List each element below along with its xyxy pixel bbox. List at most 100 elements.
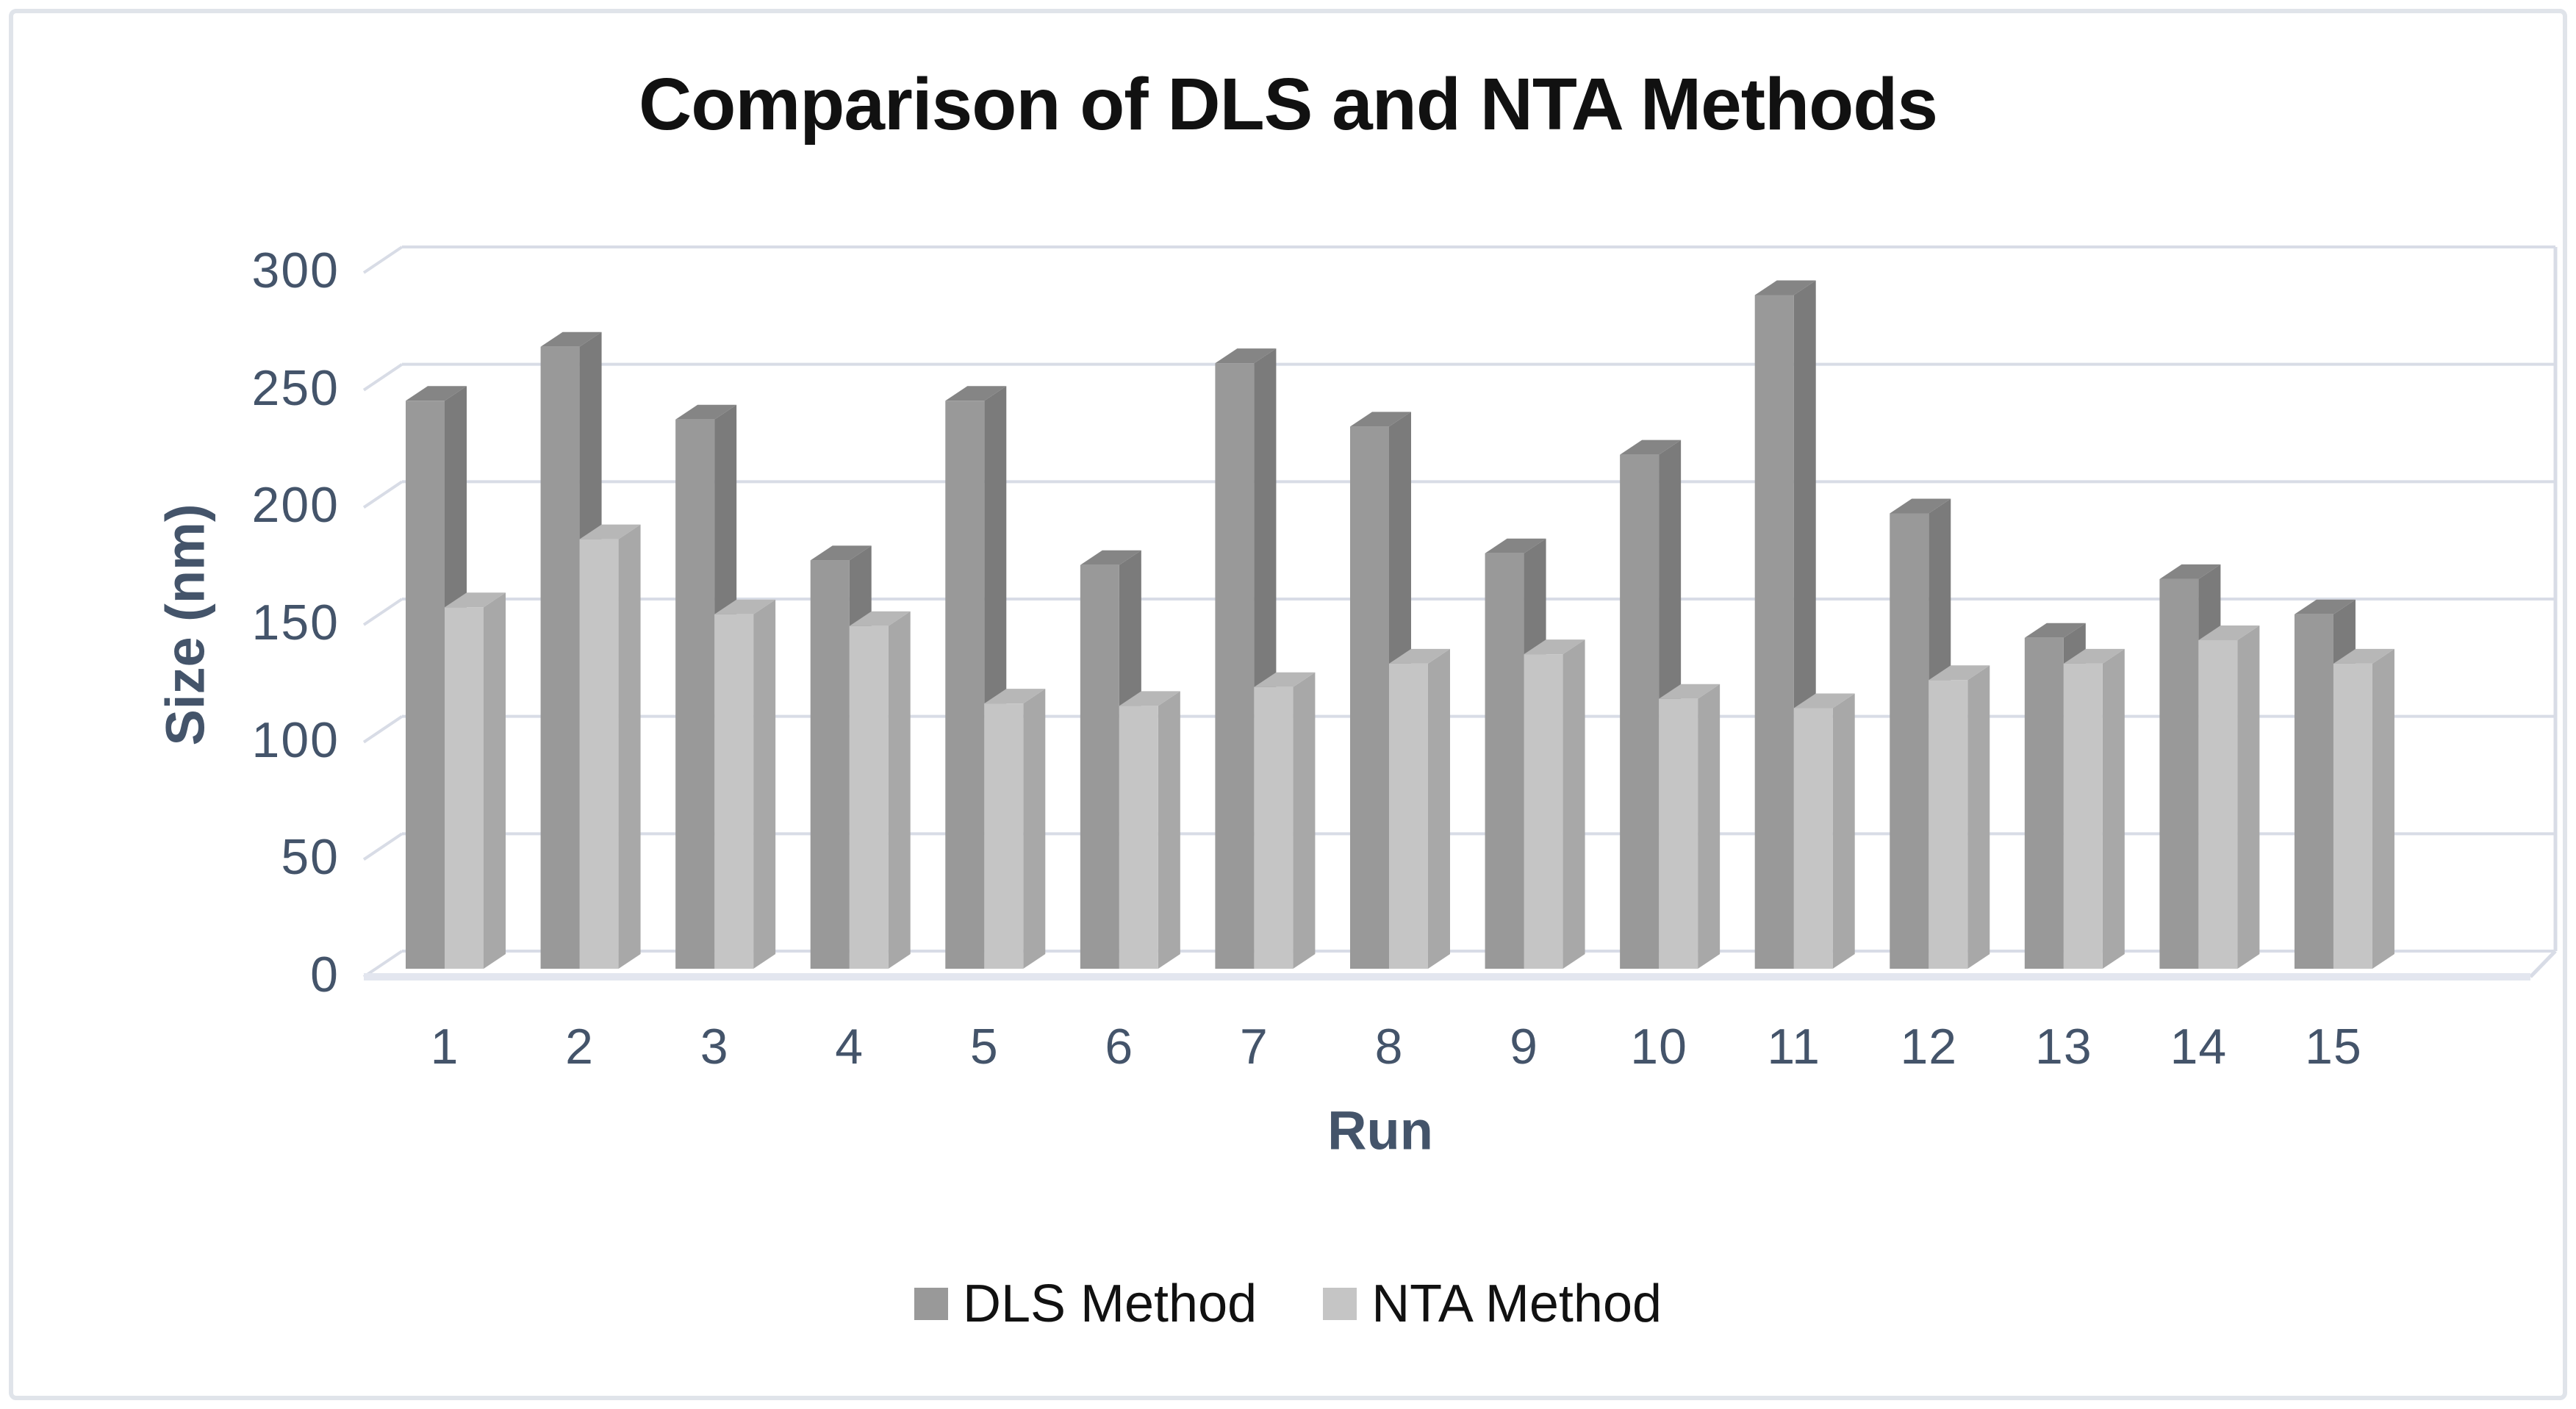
bar-front-face [1754,295,1794,969]
x-tick-label-9: 9 [1510,1019,1538,1075]
y-tick-label-150: 150 [251,594,340,650]
x-tick-label-1: 1 [430,1019,459,1075]
x-tick-label-3: 3 [700,1019,729,1075]
x-tick-label-5: 5 [969,1019,999,1075]
bar-front-face [984,703,1024,969]
gridline-leadin-150 [362,598,403,626]
x-tick-label-13: 13 [2035,1019,2092,1075]
gridline-leadin-300 [362,245,403,274]
bar-front-face [1119,706,1158,969]
bar-top-face [406,386,467,401]
bar-top-face [1929,665,1990,681]
bar-front-face [849,625,889,969]
bar-side-face [484,592,506,969]
y-tick-label-50: 50 [281,829,340,886]
bar-side-face [1967,665,1990,969]
bar-front-face [714,614,754,969]
bar-top-face [1349,412,1411,427]
bar-top-face [1388,648,1450,664]
bar-side-face [888,611,911,969]
y-tick-label-200: 200 [251,477,340,534]
bar-side-face [618,524,641,969]
bar-top-face [1119,691,1180,706]
bar-front-face [445,607,484,969]
legend-label-nta-method: NTA Method [1371,1274,1662,1333]
bar-nta-run-6 [1119,691,1180,969]
chart-title: Comparison of DLS and NTA Methods [639,63,1938,146]
bar-nta-run-3 [714,599,776,969]
bar-front-face [1388,663,1428,969]
bar-front-face [945,401,985,969]
legend-entry-nta-method: NTA Method [1323,1274,1662,1334]
bar-front-face [675,419,715,969]
legend-entry-dls-method: DLS Method [914,1274,1257,1334]
bar-front-face [1659,698,1698,969]
gridline-leadin-250 [362,363,403,392]
bar-nta-run-12 [1929,665,1990,969]
bar-top-face [1793,693,1855,709]
bar-top-face [849,611,911,626]
bar-nta-run-2 [579,524,641,969]
bar-front-face [1524,654,1563,969]
bar-nta-run-1 [445,592,506,969]
bar-side-face [753,599,776,969]
bar-top-face [1754,280,1816,295]
bar-top-face [675,404,737,420]
legend-label-dls-method: DLS Method [962,1274,1257,1333]
x-tick-label-8: 8 [1374,1019,1404,1075]
bar-front-face [1620,454,1660,969]
y-tick-label-300: 300 [251,242,340,298]
bar-top-face [984,689,1046,704]
legend-swatch-dls-method [914,1288,948,1320]
x-tick-label-6: 6 [1105,1019,1134,1075]
bar-front-face [810,560,850,969]
gridline-leadin-100 [362,715,403,744]
bar-nta-run-8 [1388,648,1450,969]
bar-top-face [1890,498,1951,514]
x-tick-label-12: 12 [1900,1019,1958,1075]
bar-top-face [445,592,506,608]
gridline-leadin-0 [362,950,403,978]
bar-front-face [1254,686,1294,969]
bar-front-face [406,401,445,969]
bar-front-face [1890,513,1929,969]
bar-nta-run-11 [1793,693,1855,969]
bar-top-face [714,599,776,614]
bar-front-face [540,346,580,969]
bar-top-face [2333,648,2394,664]
bar-front-face [1485,553,1524,969]
y-tick-label-100: 100 [251,711,340,768]
bar-front-face [2159,578,2199,969]
x-tick-label-4: 4 [835,1019,864,1075]
bar-side-face [1698,684,1721,969]
bar-nta-run-15 [2333,648,2394,969]
bar-top-face [810,545,872,561]
bar-front-face [1929,680,1968,969]
bar-top-face [1080,550,1141,565]
bar-front-face [1080,564,1119,969]
y-tick-label-250: 250 [251,359,340,416]
x-tick-label-14: 14 [2170,1019,2228,1075]
bar-top-face [2198,625,2260,640]
bar-front-face [2063,663,2103,969]
x-tick-label-10: 10 [1630,1019,1687,1075]
bar-nta-run-13 [2063,648,2125,969]
bar-top-face [2024,623,2086,638]
bar-top-face [1215,348,1277,364]
x-axis-title: Run [1327,1100,1433,1161]
bar-side-face [1023,689,1046,969]
bar-front-face [2333,663,2372,969]
bar-nta-run-14 [2198,625,2260,969]
legend: DLS Method NTA Method [0,1274,2576,1333]
bar-front-face [1349,426,1389,969]
gridline-leadin-50 [362,832,403,861]
legend-swatch-nta-method [1323,1288,1357,1320]
bar-top-face [2294,599,2356,614]
bar-side-face [2102,648,2125,969]
bar-front-face [1215,363,1255,969]
bar-side-face [1832,693,1855,969]
gridline-leadin-200 [362,480,403,509]
bar-top-face [945,386,1007,401]
bar-front-face [579,539,619,969]
